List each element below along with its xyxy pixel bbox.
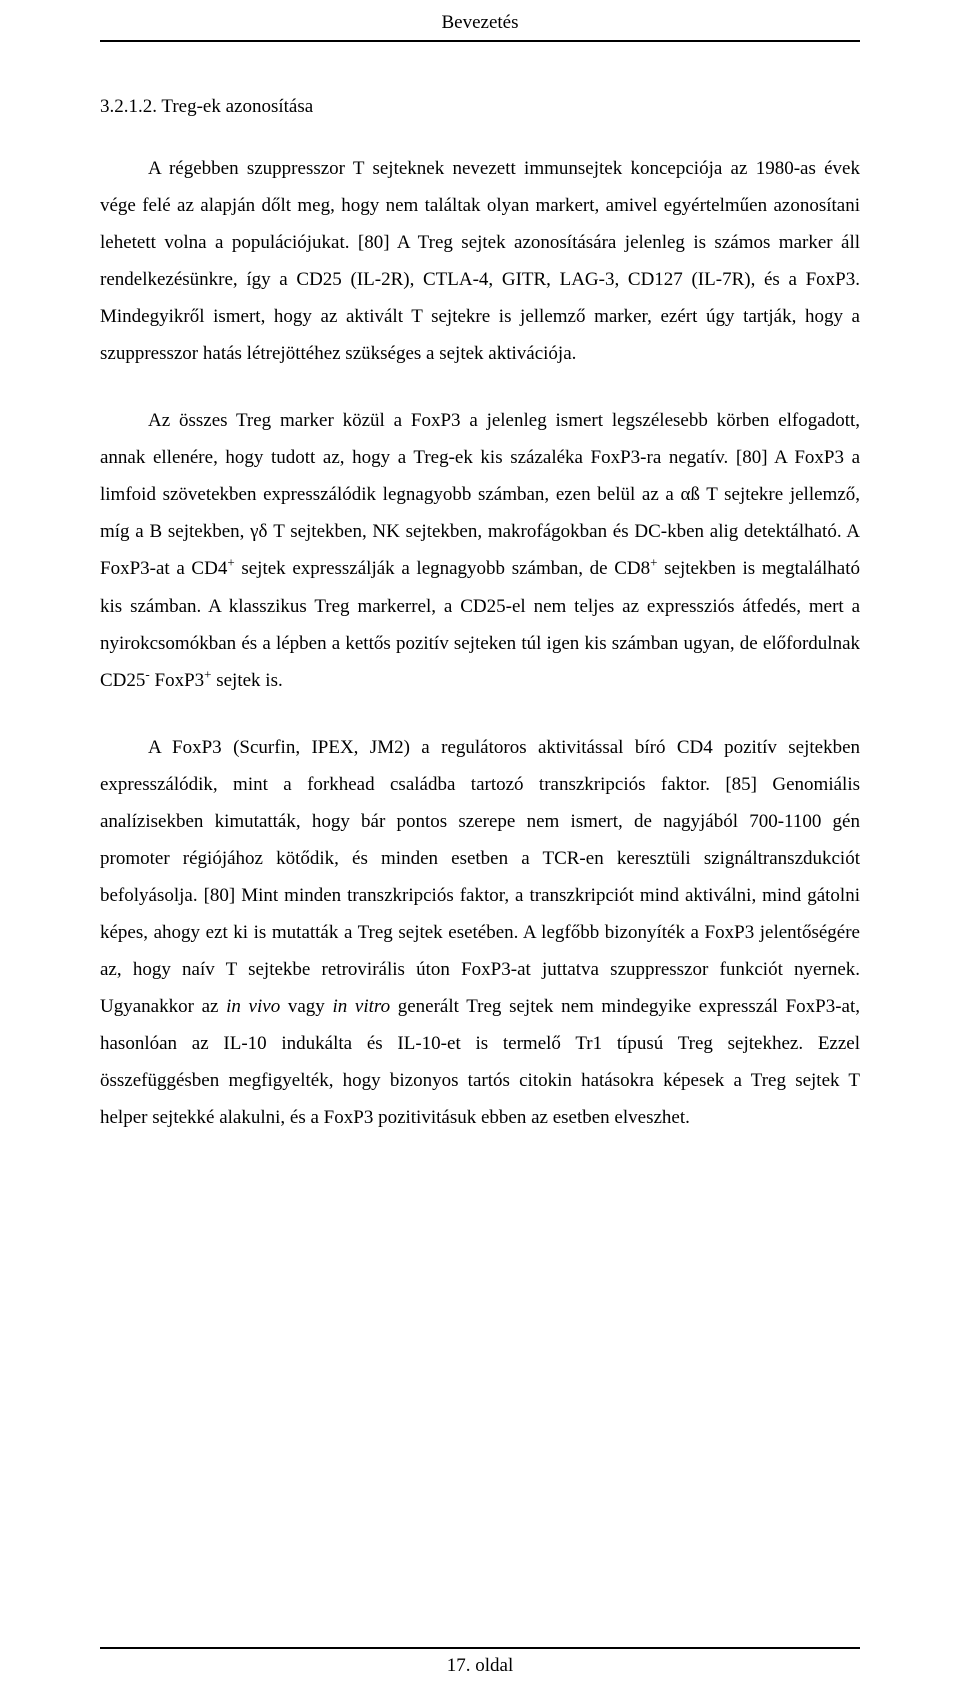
page-footer: 17. oldal	[0, 1647, 960, 1677]
paragraph-2: Az összes Treg marker közül a FoxP3 a je…	[100, 402, 860, 698]
p3-italic-2: in vitro	[332, 996, 390, 1017]
paragraph-3: A FoxP3 (Scurfin, IPEX, JM2) a regulátor…	[100, 729, 860, 1137]
section-heading: 3.2.1.2. Treg-ek azonosítása	[100, 96, 860, 118]
p3-italic-1: in vivo	[226, 996, 280, 1017]
p2-text-4: FoxP3	[150, 670, 204, 691]
p3-text-1: A FoxP3 (Scurfin, IPEX, JM2) a regulátor…	[100, 737, 860, 1017]
p2-text-5: sejtek is.	[211, 670, 282, 691]
p2-text-1: Az összes Treg marker közül a FoxP3 a je…	[100, 410, 860, 579]
p2-text-2: sejtek expresszálják a legnagyobb számba…	[235, 558, 650, 579]
paragraph-1: A régebben szuppresszor T sejteknek neve…	[100, 150, 860, 372]
page-content: Bevezetés 3.2.1.2. Treg-ek azonosítása A…	[0, 0, 960, 1136]
p2-superscript-1: +	[227, 555, 234, 570]
footer-rule	[100, 1647, 860, 1649]
header-title: Bevezetés	[441, 12, 518, 33]
p3-text-2: vagy	[280, 996, 332, 1017]
header-rule	[100, 40, 860, 42]
page-header: Bevezetés	[100, 0, 860, 40]
page-number: 17. oldal	[447, 1655, 514, 1676]
